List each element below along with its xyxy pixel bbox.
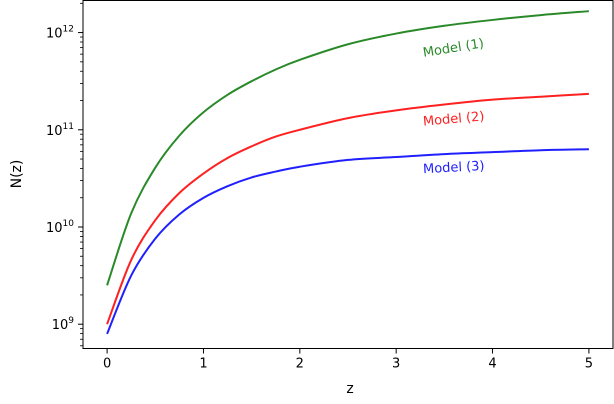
series-label-model-3: Model (3) [423,159,485,177]
series-label-model-1: Model (1) [422,36,485,60]
y-axis-label: N(z) [9,160,25,189]
x-tick-label: 2 [296,357,304,372]
y-tick-label: 1011 [46,122,74,139]
plot-frame [82,0,614,349]
series-line-model-1 [106,10,589,286]
x-axis-label: z [346,381,353,397]
series-line-model-2 [106,92,589,325]
x-tick-label: 1 [199,357,207,372]
y-tick-label: 1012 [46,25,74,42]
series-label-model-2: Model (2) [422,109,485,129]
x-tick-label: 5 [585,357,593,372]
y-axis-ticks: 109 1010 1011 1012 [46,2,83,347]
x-axis-ticks: 0 1 2 3 4 5 [103,348,593,372]
y-tick-label: 109 [52,316,75,333]
x-tick-label: 4 [488,357,496,372]
series-line-model-3 [106,148,589,335]
y-tick-label: 1010 [46,219,74,236]
x-tick-label: 0 [103,357,111,372]
series-lines [106,10,589,335]
x-tick-label: 3 [392,357,400,372]
